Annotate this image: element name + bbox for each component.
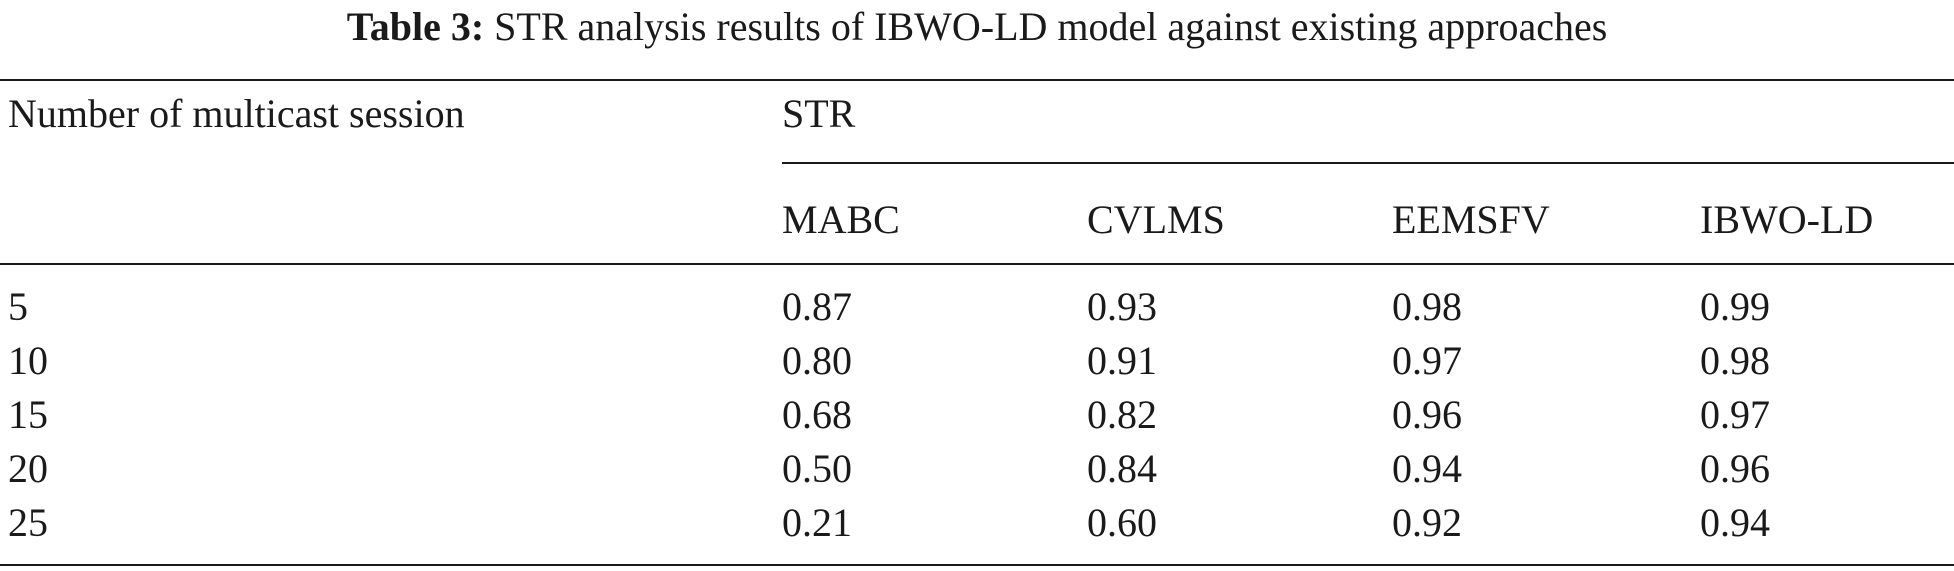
column-header-ibwo-ld: IBWO-LD xyxy=(1700,197,1874,242)
column-header-cvlms: CVLMS xyxy=(1087,197,1225,242)
table-bottom-rule xyxy=(0,564,1954,566)
row-session-cell: 15 xyxy=(8,392,48,437)
value-cell: 0.82 xyxy=(1087,392,1157,437)
value-cell: 0.96 xyxy=(1392,392,1462,437)
value-cell: 0.87 xyxy=(782,284,852,329)
value-cell: 0.80 xyxy=(782,338,852,383)
value-cell: 0.60 xyxy=(1087,500,1157,545)
table-caption-label: Table 3: xyxy=(346,4,485,49)
column-header-mabc: MABC xyxy=(782,197,900,242)
value-cell: 0.91 xyxy=(1087,338,1157,383)
table-top-rule xyxy=(0,79,1954,81)
group-header-rule xyxy=(782,162,1954,164)
value-cell: 0.97 xyxy=(1700,392,1770,437)
value-cell: 0.98 xyxy=(1392,284,1462,329)
value-cell: 0.92 xyxy=(1392,500,1462,545)
value-cell: 0.93 xyxy=(1087,284,1157,329)
table-caption: Table 3: STR analysis results of IBWO-LD… xyxy=(0,2,1954,52)
value-cell: 0.99 xyxy=(1700,284,1770,329)
value-cell: 0.96 xyxy=(1700,446,1770,491)
column-header-eemsfv: EEMSFV xyxy=(1392,197,1550,242)
row-header: Number of multicast session xyxy=(8,91,465,136)
table-caption-text: STR analysis results of IBWO-LD model ag… xyxy=(494,4,1608,49)
group-header-str: STR xyxy=(782,91,856,136)
value-cell: 0.98 xyxy=(1700,338,1770,383)
value-cell: 0.68 xyxy=(782,392,852,437)
row-session-cell: 10 xyxy=(8,338,48,383)
row-session-cell: 20 xyxy=(8,446,48,491)
value-cell: 0.94 xyxy=(1700,500,1770,545)
value-cell: 0.50 xyxy=(782,446,852,491)
row-session-cell: 5 xyxy=(8,284,28,329)
value-cell: 0.21 xyxy=(782,500,852,545)
row-session-cell: 25 xyxy=(8,500,48,545)
value-cell: 0.84 xyxy=(1087,446,1157,491)
value-cell: 0.97 xyxy=(1392,338,1462,383)
table-header-rule xyxy=(0,263,1954,265)
value-cell: 0.94 xyxy=(1392,446,1462,491)
